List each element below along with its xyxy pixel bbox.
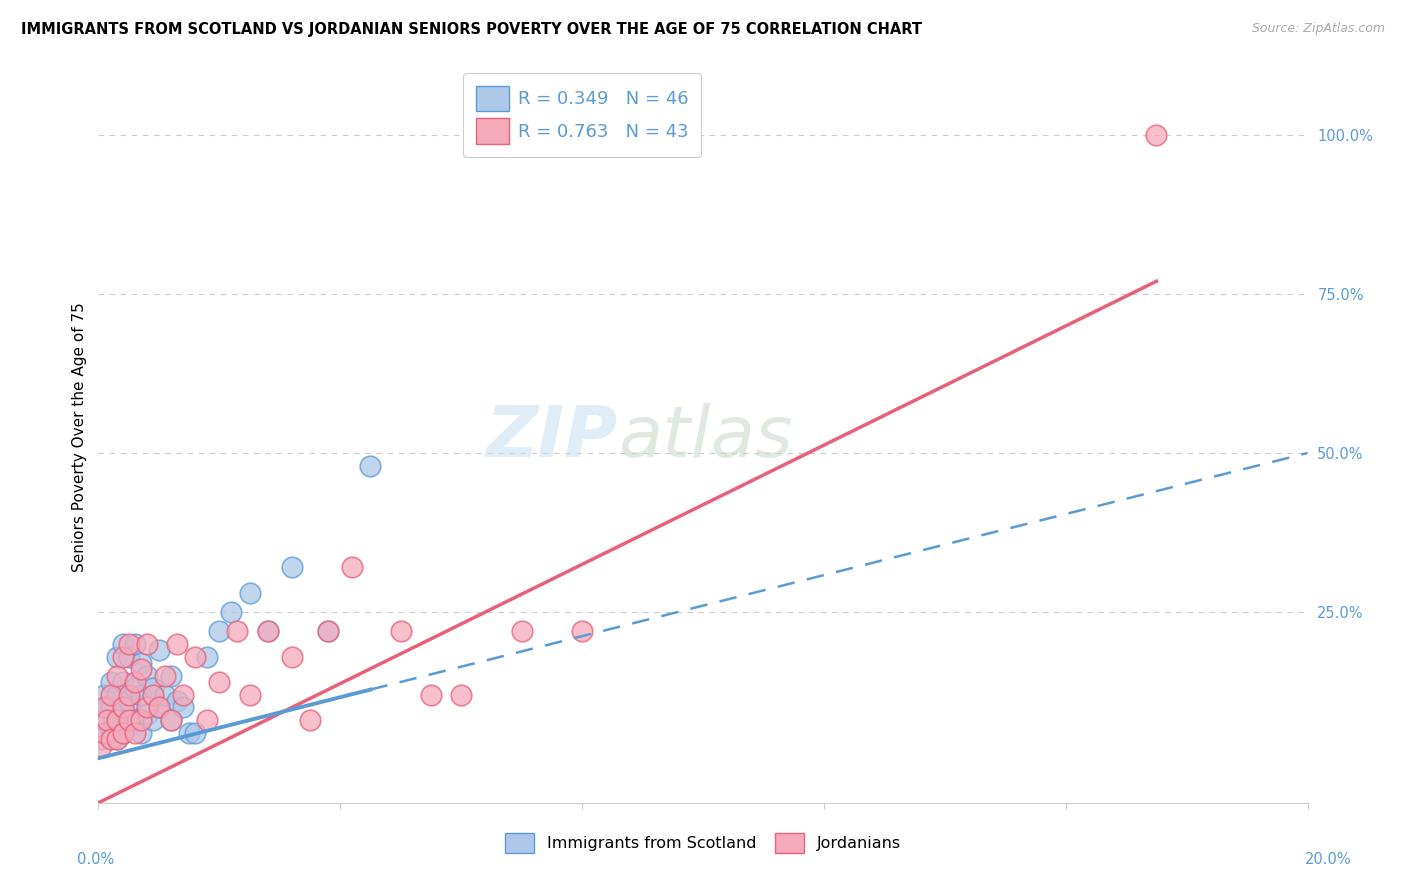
Point [184,649,207,664]
Point [256,624,278,638]
Point [129,688,152,702]
Point [281,649,304,664]
Point [100,726,122,740]
Point [124,713,146,727]
Point [90,732,112,747]
Point [1144,128,1167,142]
Point [142,681,165,696]
Point [129,726,152,740]
Point [124,637,146,651]
Point [142,688,165,702]
Point [93,713,115,727]
Point [299,713,322,727]
Point [221,605,243,619]
Point [226,624,249,638]
Point [124,726,146,740]
Point [100,675,122,690]
Point [93,700,115,714]
Point [111,700,134,714]
Point [118,719,141,733]
Point [105,668,128,682]
Point [160,713,183,727]
Text: atlas: atlas [619,402,793,472]
Point [105,688,128,702]
Point [129,656,152,670]
Y-axis label: Seniors Poverty Over the Age of 75: Seniors Poverty Over the Age of 75 [72,302,87,572]
Point [135,637,157,651]
Point [124,675,146,690]
Point [103,713,125,727]
Point [153,668,176,682]
Point [389,624,412,638]
Point [166,694,188,708]
Text: 20.0%: 20.0% [1305,852,1353,867]
Text: IMMIGRANTS FROM SCOTLAND VS JORDANIAN SENIORS POVERTY OVER THE AGE OF 75 CORRELA: IMMIGRANTS FROM SCOTLAND VS JORDANIAN SE… [21,22,922,37]
Text: ZIP: ZIP [486,402,619,472]
Point [118,649,141,664]
Point [118,637,141,651]
Point [111,637,134,651]
Point [172,688,194,702]
Point [135,706,157,721]
Point [105,713,128,727]
Point [100,700,122,714]
Point [142,713,165,727]
Point [148,700,170,714]
Point [239,688,262,702]
Point [118,688,141,702]
Point [195,713,218,727]
Point [160,668,183,682]
Point [105,713,128,727]
Point [124,681,146,696]
Text: Source: ZipAtlas.com: Source: ZipAtlas.com [1251,22,1385,36]
Point [179,726,201,740]
Point [281,560,304,574]
Point [111,675,134,690]
Point [90,739,112,753]
Point [129,713,152,727]
Point [129,662,152,676]
Point [420,688,443,702]
Point [111,726,134,740]
Point [135,668,157,682]
Point [93,726,115,740]
Point [316,624,339,638]
Point [100,688,122,702]
Point [172,700,194,714]
Point [184,726,207,740]
Point [510,624,533,638]
Point [111,700,134,714]
Point [166,637,188,651]
Point [135,700,157,714]
Point [195,649,218,664]
Point [118,713,141,727]
Point [93,688,115,702]
Point [105,649,128,664]
Point [256,624,278,638]
Point [342,560,364,574]
Point [111,649,134,664]
Point [100,732,122,747]
Point [96,713,118,727]
Point [148,643,170,657]
Point [111,726,134,740]
Legend: Immigrants from Scotland, Jordanians: Immigrants from Scotland, Jordanians [498,825,908,861]
Point [118,694,141,708]
Point [105,732,128,747]
Point [208,675,231,690]
Point [148,700,170,714]
Point [153,688,176,702]
Point [450,688,472,702]
Point [360,458,382,473]
Point [571,624,593,638]
Text: 0.0%: 0.0% [77,852,114,867]
Point [96,700,118,714]
Point [316,624,339,638]
Point [208,624,231,638]
Point [160,713,183,727]
Point [105,732,128,747]
Point [239,586,262,600]
